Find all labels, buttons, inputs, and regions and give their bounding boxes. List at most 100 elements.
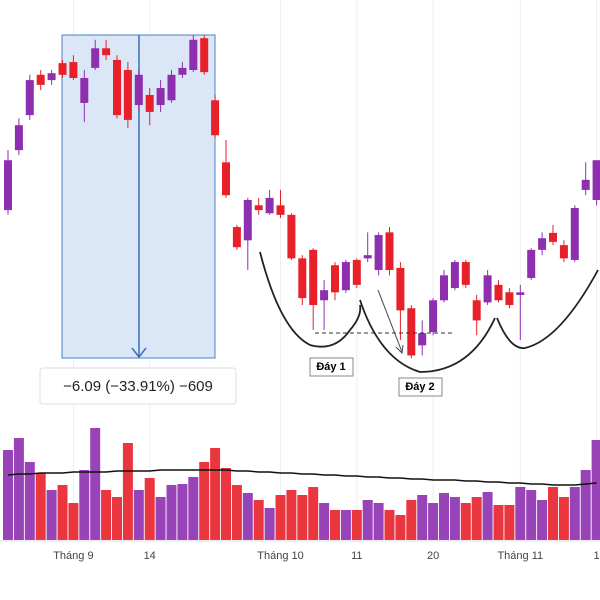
candle-body — [429, 300, 438, 333]
volume-bar — [558, 497, 569, 540]
volume-bar — [68, 503, 79, 540]
bottom-curve-2 — [359, 299, 496, 373]
volume-bar — [155, 497, 166, 540]
label-box — [309, 357, 354, 377]
x-tick-label: 20 — [427, 550, 439, 562]
volume-bar — [122, 443, 133, 540]
candle-body — [516, 292, 525, 295]
candle-body — [243, 200, 252, 241]
volume-bar — [373, 503, 384, 540]
candles — [4, 35, 600, 359]
volume-bar — [166, 485, 177, 540]
candle-body — [472, 300, 481, 321]
x-tick-label: 11 — [351, 550, 362, 562]
volume-bar — [439, 493, 449, 540]
volume-bar — [144, 478, 155, 540]
candle-body — [145, 94, 154, 112]
volume-bar — [526, 490, 537, 540]
candle-body — [14, 125, 23, 151]
candle-body — [156, 88, 165, 106]
volume-ma-line — [7, 469, 597, 486]
volume-bar — [428, 503, 439, 540]
volume-bar — [569, 487, 580, 540]
candle-body — [374, 235, 383, 271]
candle-body — [102, 48, 111, 56]
candle-body — [527, 249, 536, 278]
candle-body — [123, 70, 132, 120]
volume-bar — [482, 492, 493, 540]
candle-body — [69, 62, 78, 78]
volume-bar — [351, 510, 362, 540]
volume-bar — [384, 510, 395, 540]
candle-body — [232, 227, 241, 248]
x-tick-label: Tháng 11 — [497, 550, 543, 562]
candle-body — [363, 255, 372, 259]
candle-body — [483, 275, 492, 303]
candle-body — [352, 259, 361, 285]
candle-body — [494, 284, 503, 301]
volume-bar — [286, 490, 297, 540]
volume-bar — [13, 438, 24, 540]
bottom-curve-3 — [496, 269, 599, 349]
candle-body — [331, 265, 339, 293]
volume-bar — [231, 485, 242, 540]
candle-body — [549, 232, 557, 242]
volume-bar — [515, 487, 526, 540]
volume-bar — [253, 500, 264, 540]
candle-body — [396, 267, 405, 311]
measure-label: −6.09 (−33.91%) −609 — [63, 378, 213, 395]
volume-bar — [395, 515, 406, 540]
volume-bar — [221, 468, 231, 540]
volume-bar — [3, 450, 13, 540]
candle-body — [58, 63, 67, 75]
volume-bar — [101, 490, 112, 540]
volume-bar — [493, 505, 504, 540]
candle-body — [113, 59, 121, 116]
bottom-curve-1 — [259, 251, 362, 348]
candle-body — [505, 292, 514, 306]
volume-bar — [46, 490, 57, 540]
volume-bar — [264, 508, 275, 540]
volume-bar — [504, 505, 515, 540]
candle-body — [309, 249, 318, 306]
volume-bar — [417, 495, 428, 540]
volume-bar — [537, 500, 548, 540]
volume-bar — [591, 440, 600, 540]
candle-body — [4, 160, 12, 211]
volume-bar — [362, 500, 373, 540]
volume-bar — [133, 490, 144, 540]
candle-body — [341, 262, 350, 291]
pattern-label: Đáy 1 — [316, 361, 345, 373]
volume-bar — [548, 487, 558, 540]
x-tick-label: Tháng 9 — [53, 550, 93, 562]
volume-bar — [90, 428, 101, 540]
volume-bar — [242, 493, 253, 540]
candle-body — [189, 39, 198, 71]
candle-body — [418, 333, 427, 346]
volume-bar — [406, 500, 417, 540]
volume-bar — [57, 485, 68, 540]
candle-body — [25, 80, 34, 116]
volume-bar — [210, 448, 221, 540]
volume-bar — [460, 503, 471, 540]
label-box — [398, 377, 443, 397]
candle-body — [276, 205, 285, 215]
measure-arrowhead — [131, 347, 147, 359]
candle-body — [450, 262, 459, 289]
candle-body — [200, 38, 209, 73]
candle-body — [581, 179, 590, 190]
candle-body — [538, 238, 547, 250]
volume-bar — [199, 462, 210, 540]
volume-bar — [297, 495, 308, 540]
volume-bar — [112, 497, 122, 540]
volume-bar — [177, 484, 188, 540]
candle-body — [167, 74, 176, 101]
volume-bar — [188, 477, 199, 540]
volume-bar — [275, 495, 286, 540]
volume-bar — [449, 497, 460, 540]
candle-body — [254, 205, 263, 211]
candle-body — [298, 258, 307, 299]
candle-body — [47, 73, 56, 81]
volume-bar — [340, 510, 351, 540]
